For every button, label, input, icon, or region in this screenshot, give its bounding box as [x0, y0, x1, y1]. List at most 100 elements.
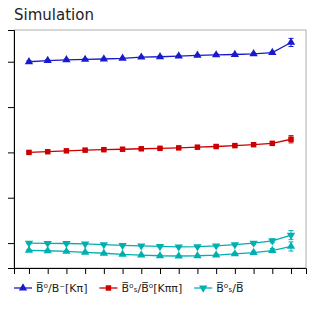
- point: [249, 248, 257, 255]
- tick: [8, 198, 14, 199]
- tick-mark: [291, 268, 292, 274]
- point: [193, 51, 201, 58]
- point: [268, 246, 276, 253]
- tick-mark: [85, 268, 86, 274]
- chart-container: Simulation B̅⁰/B⁻[Kπ] B̅⁰ₛ/B̅⁰[Kππ] B̅⁰ₛ/B̅: [0, 0, 320, 320]
- tick-mark: [216, 268, 217, 274]
- plot-frame: [14, 30, 306, 268]
- error-bar-cap: [289, 142, 294, 143]
- point: [232, 143, 237, 148]
- point: [251, 142, 256, 147]
- y-axis: [8, 31, 15, 269]
- point: [118, 243, 126, 250]
- tick: [85, 268, 86, 274]
- error-bar-cap: [289, 251, 294, 252]
- point: [26, 150, 31, 155]
- tick: [29, 268, 30, 274]
- point: [44, 246, 52, 253]
- point: [195, 144, 200, 149]
- point: [175, 245, 183, 252]
- point: [268, 238, 276, 245]
- point: [287, 242, 295, 249]
- point: [82, 147, 87, 152]
- tick: [123, 268, 124, 274]
- tick: [254, 268, 255, 274]
- tick-mark: [48, 268, 49, 274]
- legend-item: B̅⁰ₛ/B̅⁰[Kππ]: [99, 282, 182, 295]
- error-bar-cap: [289, 135, 294, 136]
- point: [156, 251, 164, 258]
- tick: [235, 268, 236, 274]
- point: [270, 141, 275, 146]
- tick: [197, 268, 198, 274]
- point: [231, 50, 239, 57]
- tick-mark: [8, 62, 14, 63]
- point: [212, 243, 220, 250]
- tick: [8, 243, 14, 244]
- tick-mark: [254, 268, 255, 274]
- point: [62, 55, 70, 62]
- x-axis: [15, 268, 307, 274]
- error-bar-cap: [289, 230, 294, 231]
- x-axis-line: [15, 269, 307, 275]
- series: [25, 38, 295, 64]
- tick: [160, 268, 161, 274]
- legend-label: B̅⁰/B⁻[Kπ]: [36, 282, 87, 295]
- marks: [25, 38, 295, 259]
- point: [137, 250, 145, 257]
- tick-mark: [66, 268, 67, 274]
- point: [193, 251, 201, 258]
- legend-label: B̅⁰ₛ/B̅: [216, 282, 243, 295]
- legend-swatch-marker: [199, 286, 207, 293]
- tick-mark: [8, 107, 14, 108]
- point: [212, 250, 220, 257]
- tick-mark: [8, 152, 14, 153]
- point: [193, 244, 201, 251]
- legend-swatch-marker: [106, 285, 111, 290]
- point: [62, 247, 70, 254]
- point: [137, 52, 145, 59]
- point: [120, 146, 125, 151]
- point: [139, 146, 144, 151]
- tick: [8, 62, 14, 63]
- point: [288, 137, 293, 142]
- tick-mark: [272, 268, 273, 274]
- legend-item: B̅⁰/B⁻[Kπ]: [14, 282, 87, 295]
- tick-mark: [123, 268, 124, 274]
- point: [137, 243, 145, 250]
- tick: [104, 268, 105, 274]
- point: [81, 55, 89, 62]
- tick: [8, 152, 14, 153]
- point: [118, 54, 126, 61]
- error-bar: [270, 142, 275, 146]
- legend-item: B̅⁰ₛ/B̅: [194, 282, 243, 295]
- point: [118, 250, 126, 257]
- point: [156, 52, 164, 59]
- point: [156, 244, 164, 251]
- point: [268, 48, 276, 55]
- point: [249, 241, 257, 248]
- point: [212, 50, 220, 57]
- point: [213, 144, 218, 149]
- tick: [216, 268, 217, 274]
- point: [25, 57, 33, 64]
- point: [44, 56, 52, 63]
- point: [231, 249, 239, 256]
- point: [176, 145, 181, 150]
- tick-mark: [197, 268, 198, 274]
- tick: [291, 268, 292, 274]
- point: [100, 242, 108, 249]
- series: [26, 136, 294, 156]
- point: [231, 242, 239, 249]
- tick: [141, 268, 142, 274]
- point: [81, 248, 89, 255]
- tick-mark: [104, 268, 105, 274]
- tick-mark: [179, 268, 180, 274]
- point: [287, 233, 295, 240]
- tick-mark: [160, 268, 161, 274]
- title: Simulation: [14, 6, 94, 24]
- plot-area: [8, 30, 307, 274]
- series: [25, 242, 295, 259]
- error-bar: [289, 136, 294, 143]
- tick: [66, 268, 67, 274]
